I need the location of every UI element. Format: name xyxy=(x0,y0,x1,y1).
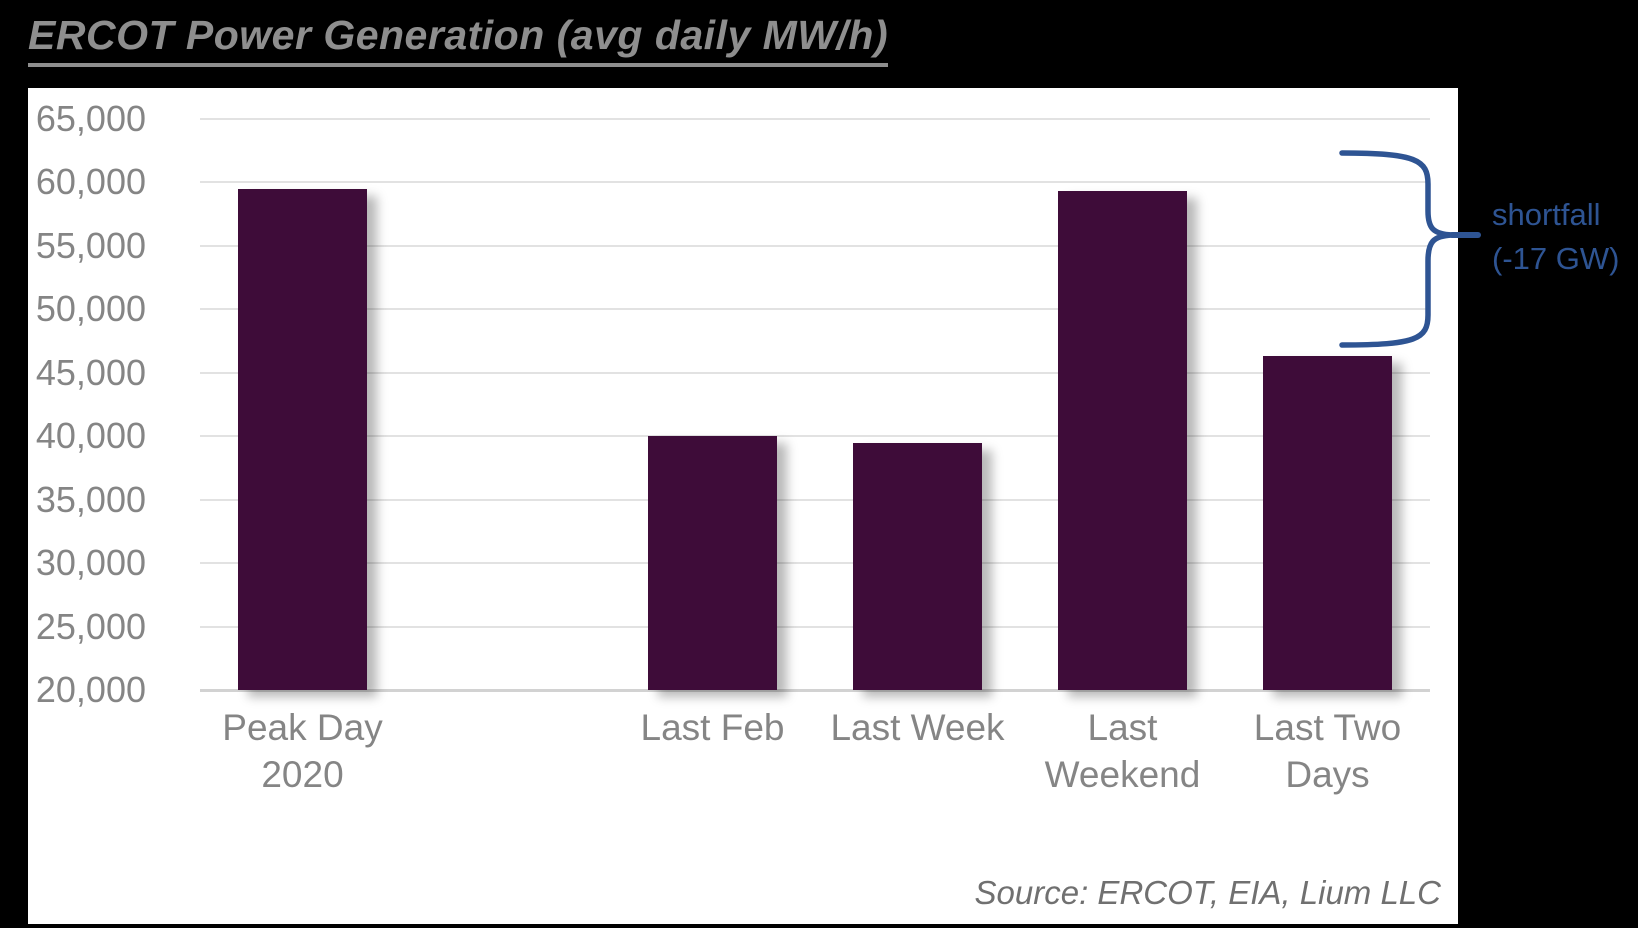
bar-last-two-days xyxy=(1263,356,1392,690)
source-note: Source: ERCOT, EIA, Lium LLC xyxy=(974,874,1441,911)
bar-last-week xyxy=(853,442,982,690)
bar-last-weekend xyxy=(1058,191,1187,690)
gridline xyxy=(200,308,1430,311)
y-tick-label: 50,000 xyxy=(35,288,146,330)
bar-peak-day-2020 xyxy=(238,188,367,690)
chart-title: ERCOT Power Generation (avg daily MW/h) xyxy=(28,12,889,67)
x-category-label: Last Feb xyxy=(640,707,785,748)
chart-plot-card: 20,000 25,000 30,000 35,000 40,000 45,000 50,0… xyxy=(28,88,1458,924)
gridline xyxy=(200,181,1430,184)
gridline xyxy=(200,498,1430,501)
y-tick-label: 55,000 xyxy=(35,224,146,266)
gridline xyxy=(200,562,1430,565)
x-category-label: Last Weekend xyxy=(1044,707,1201,795)
y-tick-label: 45,000 xyxy=(35,351,146,393)
y-tick-label: 25,000 xyxy=(35,605,146,647)
y-tick-label: 30,000 xyxy=(35,542,146,584)
gridline xyxy=(200,625,1430,628)
gridline xyxy=(200,118,1430,120)
y-tick-label: 35,000 xyxy=(35,478,146,520)
gridline xyxy=(200,435,1430,438)
y-tick-label: 40,000 xyxy=(35,415,146,457)
y-tick-label: 20,000 xyxy=(35,669,146,710)
gridline xyxy=(200,371,1430,374)
x-axis-line xyxy=(200,689,1430,692)
y-tick-label: 60,000 xyxy=(35,161,146,203)
x-category-label: Peak Day 2020 xyxy=(222,707,383,795)
shortfall-annotation: shortfall (-17 GW) xyxy=(1492,197,1620,276)
gridline xyxy=(200,244,1430,247)
x-category-label: Last Two Days xyxy=(1253,707,1402,795)
y-tick-label: 65,000 xyxy=(35,98,146,139)
bar-last-feb xyxy=(648,436,777,690)
x-category-label: Last Week xyxy=(830,707,1005,748)
